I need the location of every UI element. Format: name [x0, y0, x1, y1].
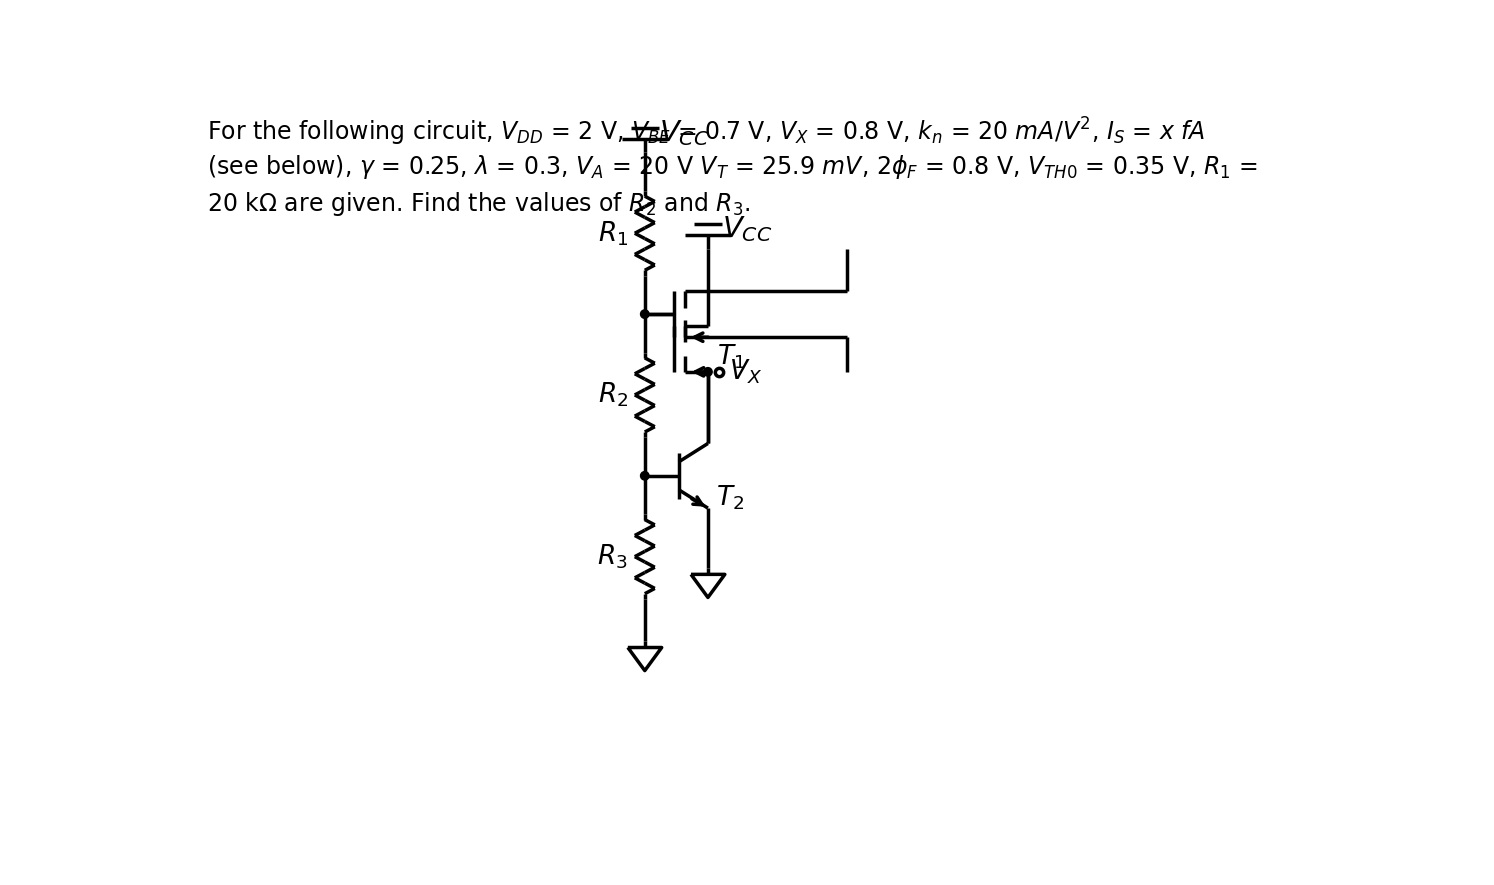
Text: (see below), $\gamma$ = 0.25, $\lambda$ = 0.3, $V_A$ = 20 V $V_T$ = 25.9 $mV$, $: (see below), $\gamma$ = 0.25, $\lambda$ … — [208, 153, 1258, 181]
Circle shape — [641, 310, 648, 319]
Circle shape — [704, 367, 713, 376]
Text: 20 k$\Omega$ are given. Find the values of $R_2$ and $R_3$.: 20 k$\Omega$ are given. Find the values … — [208, 190, 750, 218]
Text: $R_2$: $R_2$ — [598, 381, 627, 409]
Text: $R_1$: $R_1$ — [598, 219, 627, 248]
Circle shape — [641, 472, 648, 480]
Text: $T_2$: $T_2$ — [716, 483, 744, 512]
Text: $V_{CC}$: $V_{CC}$ — [722, 214, 772, 244]
Text: For the following circuit, $V_{DD}$ = 2 V, $V_{BE}$ = 0.7 V, $V_X$ = 0.8 V, $k_n: For the following circuit, $V_{DD}$ = 2 … — [208, 116, 1206, 149]
Text: $T_1$: $T_1$ — [717, 342, 746, 371]
Text: $V_{CC}$: $V_{CC}$ — [659, 119, 710, 148]
Text: $V_X$: $V_X$ — [729, 358, 762, 386]
Text: $R_3$: $R_3$ — [598, 543, 627, 571]
